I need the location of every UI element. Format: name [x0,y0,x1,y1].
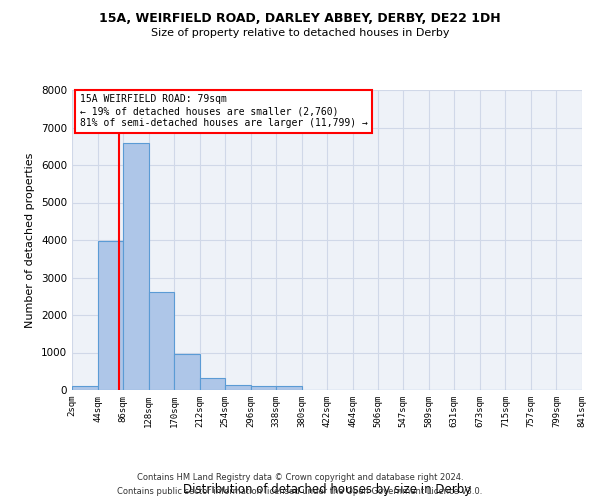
Bar [123,143,149,390]
Bar [251,386,276,390]
Y-axis label: Number of detached properties: Number of detached properties [25,152,35,328]
Text: Size of property relative to detached houses in Derby: Size of property relative to detached ho… [151,28,449,38]
Text: 15A, WEIRFIELD ROAD, DARLEY ABBEY, DERBY, DE22 1DH: 15A, WEIRFIELD ROAD, DARLEY ABBEY, DERBY… [99,12,501,26]
Bar [200,378,225,390]
Text: Contains public sector information licensed under the Open Government Licence v3: Contains public sector information licen… [118,486,482,496]
Bar [149,292,174,390]
Text: 15A WEIRFIELD ROAD: 79sqm
← 19% of detached houses are smaller (2,760)
81% of se: 15A WEIRFIELD ROAD: 79sqm ← 19% of detac… [80,94,368,128]
Bar [98,241,123,390]
Bar [174,354,200,390]
Bar [72,386,98,390]
Text: Contains HM Land Registry data © Crown copyright and database right 2024.: Contains HM Land Registry data © Crown c… [137,473,463,482]
Bar [276,386,302,390]
X-axis label: Distribution of detached houses by size in Derby: Distribution of detached houses by size … [183,482,471,496]
Bar [225,385,251,390]
